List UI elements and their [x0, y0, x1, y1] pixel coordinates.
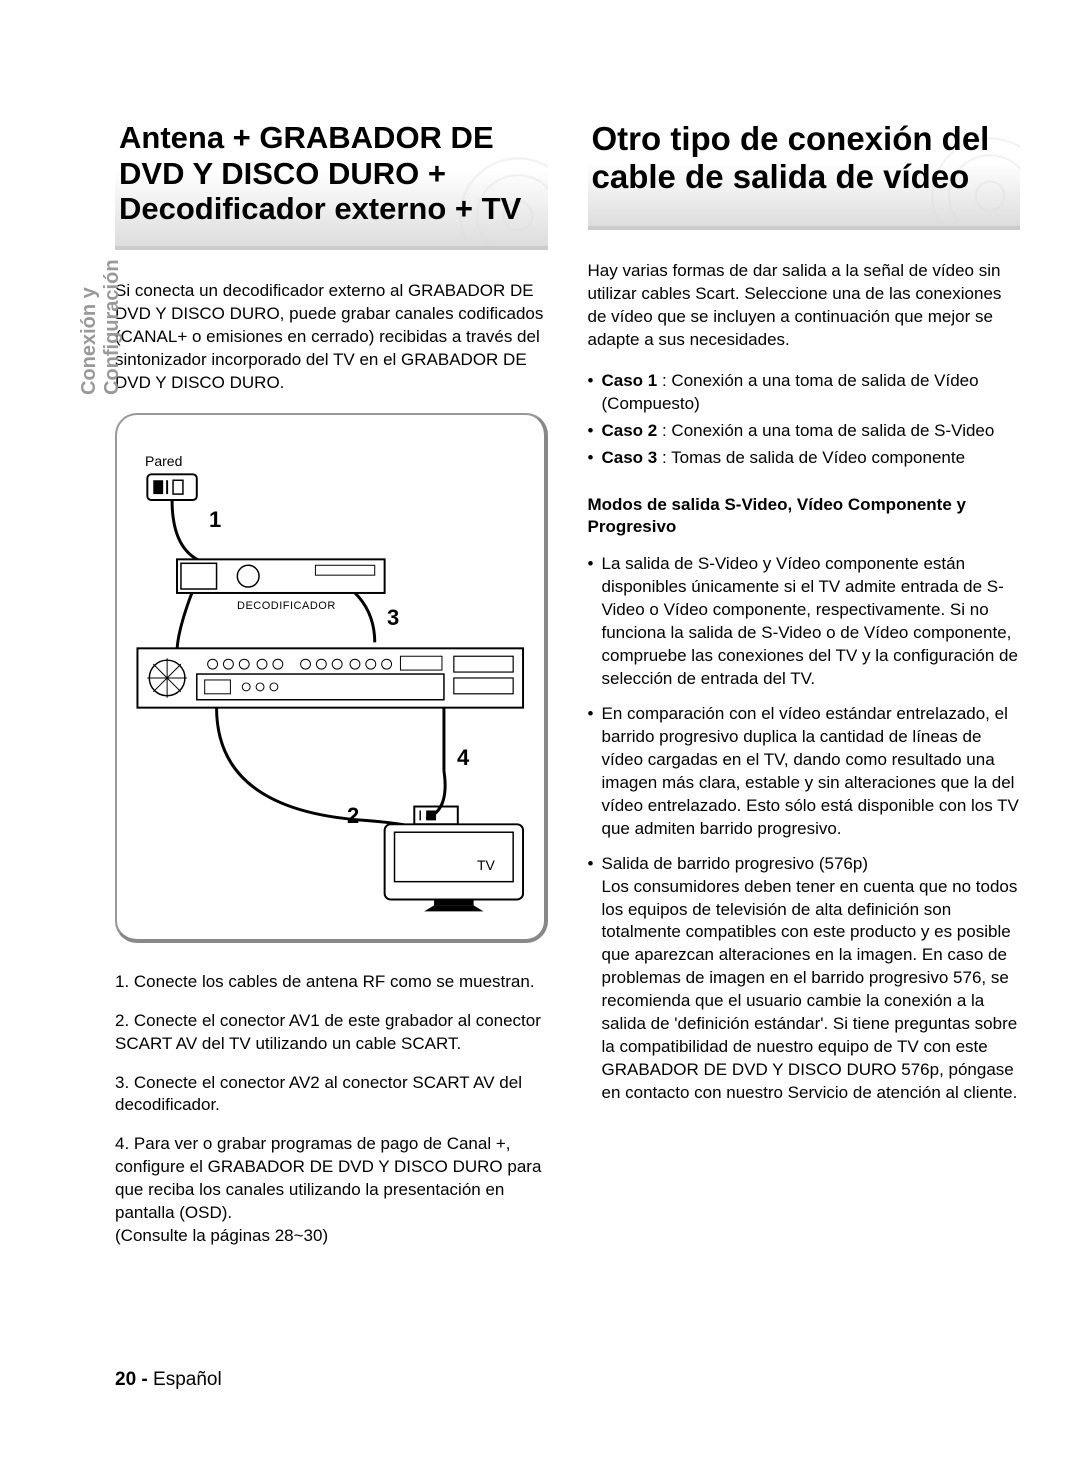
right-heading: Otro tipo de conexión del cable de salid… [588, 120, 1021, 196]
left-column: Antena + GRABADOR DE DVD Y DISCO DURO + … [115, 120, 548, 1264]
right-subhead: Modos de salida S-Video, Vídeo Component… [588, 494, 1021, 540]
left-heading: Antena + GRABADOR DE DVD Y DISCO DURO + … [115, 120, 548, 227]
diagram-num-2: 2 [347, 803, 359, 829]
case-1: Caso 1 : Conexión a una toma de salida d… [588, 370, 1021, 416]
right-intro: Hay varias formas de dar salida a la señ… [588, 260, 1021, 352]
detail-1: La salida de S-Video y Vídeo componente … [588, 553, 1021, 691]
diagram-label-tv: TV [477, 857, 495, 873]
left-intro: Si conecta un decodificador externo al G… [115, 280, 548, 395]
diagram-num-1: 1 [209, 507, 221, 533]
case-2-text: : Conexión a una toma de salida de S-Vid… [657, 421, 994, 440]
left-steps: 1. Conecte los cables de antena RF como … [115, 971, 548, 1264]
detail-2: En comparación con el vídeo estándar ent… [588, 703, 1021, 841]
connection-diagram: Pared DECODIFICADOR TV 1 3 4 2 [115, 413, 548, 943]
case-1-label: Caso 1 [602, 371, 658, 390]
case-2-label: Caso 2 [602, 421, 658, 440]
diagram-num-4: 4 [457, 745, 469, 771]
right-column: Otro tipo de conexión del cable de salid… [588, 120, 1021, 1264]
step-2: 2. Conecte el conector AV1 de este graba… [115, 1010, 548, 1056]
detail-3: Salida de barrido progresivo (576p) Los … [588, 853, 1021, 1105]
diagram-label-decoder: DECODIFICADOR [237, 600, 336, 612]
case-3: Caso 3 : Tomas de salida de Vídeo compon… [588, 447, 1021, 470]
right-heading-block: Otro tipo de conexión del cable de salid… [588, 120, 1021, 230]
diagram-label-pared: Pared [145, 453, 182, 469]
step-4: 4. Para ver o grabar programas de pago d… [115, 1133, 548, 1248]
two-column-layout: Antena + GRABADOR DE DVD Y DISCO DURO + … [115, 120, 1020, 1264]
section-tab: Conexión y Configuración [78, 259, 124, 395]
left-heading-block: Antena + GRABADOR DE DVD Y DISCO DURO + … [115, 120, 548, 250]
case-3-label: Caso 3 [602, 448, 658, 467]
page-language: Español [153, 1369, 222, 1390]
manual-page: Conexión y Configuración Antena + GRABAD… [0, 0, 1080, 1481]
section-tab-line1: Conexión y Configuración [78, 259, 123, 395]
page-number: 20 - [115, 1369, 148, 1390]
page-footer: 20 - Español [115, 1369, 222, 1391]
step-3: 3. Conecte el conector AV2 al conector S… [115, 1072, 548, 1118]
detail-list: La salida de S-Video y Vídeo componente … [588, 553, 1021, 1117]
case-3-text: : Tomas de salida de Vídeo componente [657, 448, 965, 467]
step-1: 1. Conecte los cables de antena RF como … [115, 971, 548, 994]
diagram-num-3: 3 [387, 605, 399, 631]
case-list: Caso 1 : Conexión a una toma de salida d… [588, 370, 1021, 474]
case-2: Caso 2 : Conexión a una toma de salida d… [588, 420, 1021, 443]
case-1-text: : Conexión a una toma de salida de Vídeo… [602, 371, 979, 413]
